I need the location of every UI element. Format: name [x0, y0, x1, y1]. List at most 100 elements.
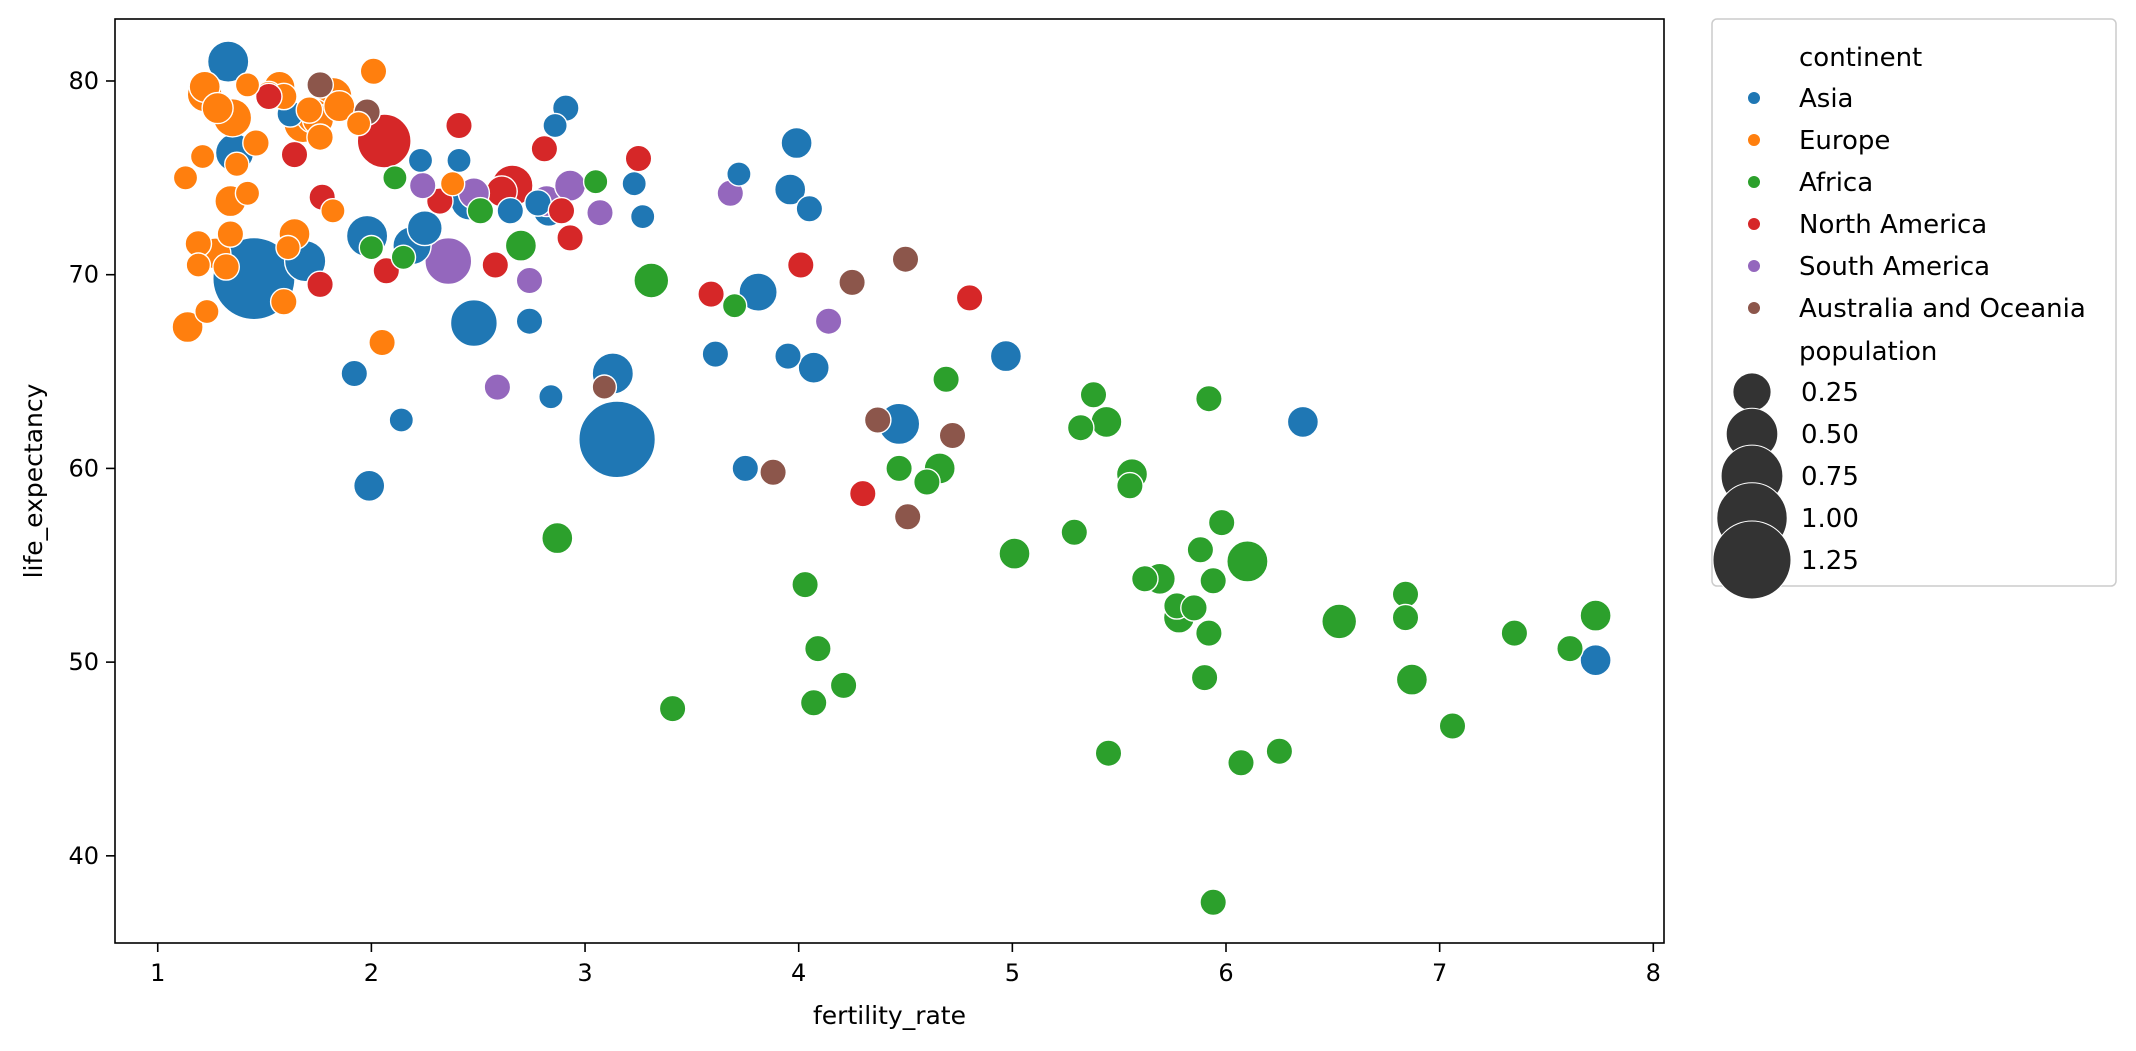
data-point — [254, 82, 283, 111]
data-point — [542, 112, 568, 139]
data-point — [1391, 603, 1420, 632]
legend-marker — [1747, 91, 1761, 105]
legend-size-label: 1.00 — [1801, 504, 1859, 534]
data-point — [1090, 405, 1123, 439]
legend-hue-entries: Asia Europe Africa North America South Ameri… — [1747, 84, 2086, 324]
data-point — [275, 234, 301, 261]
data-point — [553, 169, 587, 202]
data-point — [524, 189, 552, 217]
y-tick-label: 70 — [68, 261, 99, 289]
y-axis-label: life_expectancy — [19, 383, 48, 578]
data-point — [515, 307, 544, 336]
legend: continent Asia Europe Africa North America S… — [1711, 18, 2117, 600]
data-point — [726, 161, 752, 187]
data-point — [171, 310, 204, 344]
data-point — [780, 126, 813, 160]
legend-marker — [1747, 259, 1761, 273]
data-point — [1180, 594, 1208, 622]
data-point — [1130, 564, 1159, 593]
data-point — [885, 454, 913, 483]
data-point — [194, 298, 220, 325]
data-point — [359, 57, 388, 86]
data-point — [1066, 413, 1095, 442]
data-point — [481, 251, 510, 279]
data-point — [1199, 566, 1228, 595]
data-point — [586, 198, 614, 227]
data-point — [406, 210, 443, 247]
data-point — [795, 194, 824, 223]
data-point — [223, 151, 250, 178]
legend-size-marker — [1712, 520, 1792, 600]
legend-label: Australia and Oceania — [1799, 294, 2086, 324]
legend-label: North America — [1799, 210, 1987, 240]
data-point — [913, 468, 941, 496]
data-point — [1186, 535, 1215, 564]
x-tick-label: 2 — [364, 959, 379, 987]
legend-label: Asia — [1799, 84, 1854, 114]
data-point — [786, 251, 815, 279]
data-point — [863, 406, 892, 434]
data-point — [295, 96, 324, 124]
data-point — [1226, 540, 1269, 583]
legend-marker — [1747, 301, 1761, 315]
data-point — [1500, 619, 1529, 647]
x-tick-label: 5 — [1005, 959, 1020, 987]
data-point — [1391, 580, 1420, 609]
data-point — [368, 328, 396, 357]
data-point — [234, 180, 261, 207]
data-point — [345, 110, 372, 137]
data-point — [408, 171, 437, 200]
data-point — [216, 220, 245, 248]
data-point — [1227, 748, 1255, 777]
data-point — [212, 252, 241, 281]
data-point — [658, 694, 687, 723]
data-point — [172, 164, 199, 191]
data-point — [306, 71, 334, 99]
y-tick-label: 80 — [68, 67, 99, 95]
legend-marker — [1747, 133, 1761, 147]
data-point — [358, 234, 385, 261]
y-tick-label: 50 — [68, 648, 99, 676]
plot-area — [115, 19, 1664, 943]
data-point — [496, 196, 525, 225]
y-axis: 40 50 60 70 80 — [68, 67, 115, 870]
data-point — [466, 196, 495, 225]
points-layer — [171, 40, 1612, 917]
data-point — [1265, 737, 1294, 766]
data-point — [201, 91, 234, 125]
y-tick-label: 60 — [68, 454, 99, 482]
data-point — [353, 469, 386, 502]
data-point — [893, 502, 922, 531]
data-point — [774, 342, 802, 370]
legend-label: Europe — [1799, 126, 1890, 156]
data-point — [578, 400, 657, 479]
data-point — [1556, 634, 1584, 663]
data-point — [1060, 518, 1089, 547]
legend-size-title: population — [1799, 337, 1937, 367]
data-point — [388, 407, 415, 433]
data-point — [483, 373, 512, 401]
data-point — [242, 129, 270, 157]
x-tick-label: 4 — [791, 959, 806, 987]
data-point — [390, 244, 417, 271]
data-point — [738, 272, 778, 312]
legend-frame — [1711, 18, 2117, 587]
data-point — [774, 173, 807, 206]
data-point — [556, 223, 584, 252]
data-point — [1079, 380, 1108, 409]
data-point — [280, 140, 309, 169]
x-tick-label: 1 — [150, 959, 165, 987]
data-point — [439, 170, 466, 197]
data-point — [541, 521, 574, 555]
data-point — [989, 339, 1023, 373]
data-point — [189, 143, 216, 170]
plot-frame — [114, 18, 1665, 944]
data-point — [320, 197, 346, 224]
data-point — [504, 229, 538, 262]
x-axis: 1 2 3 4 5 6 7 8 — [150, 943, 1661, 987]
data-point — [814, 307, 843, 336]
data-point — [206, 40, 250, 83]
data-point — [759, 458, 787, 487]
data-point — [306, 123, 334, 152]
